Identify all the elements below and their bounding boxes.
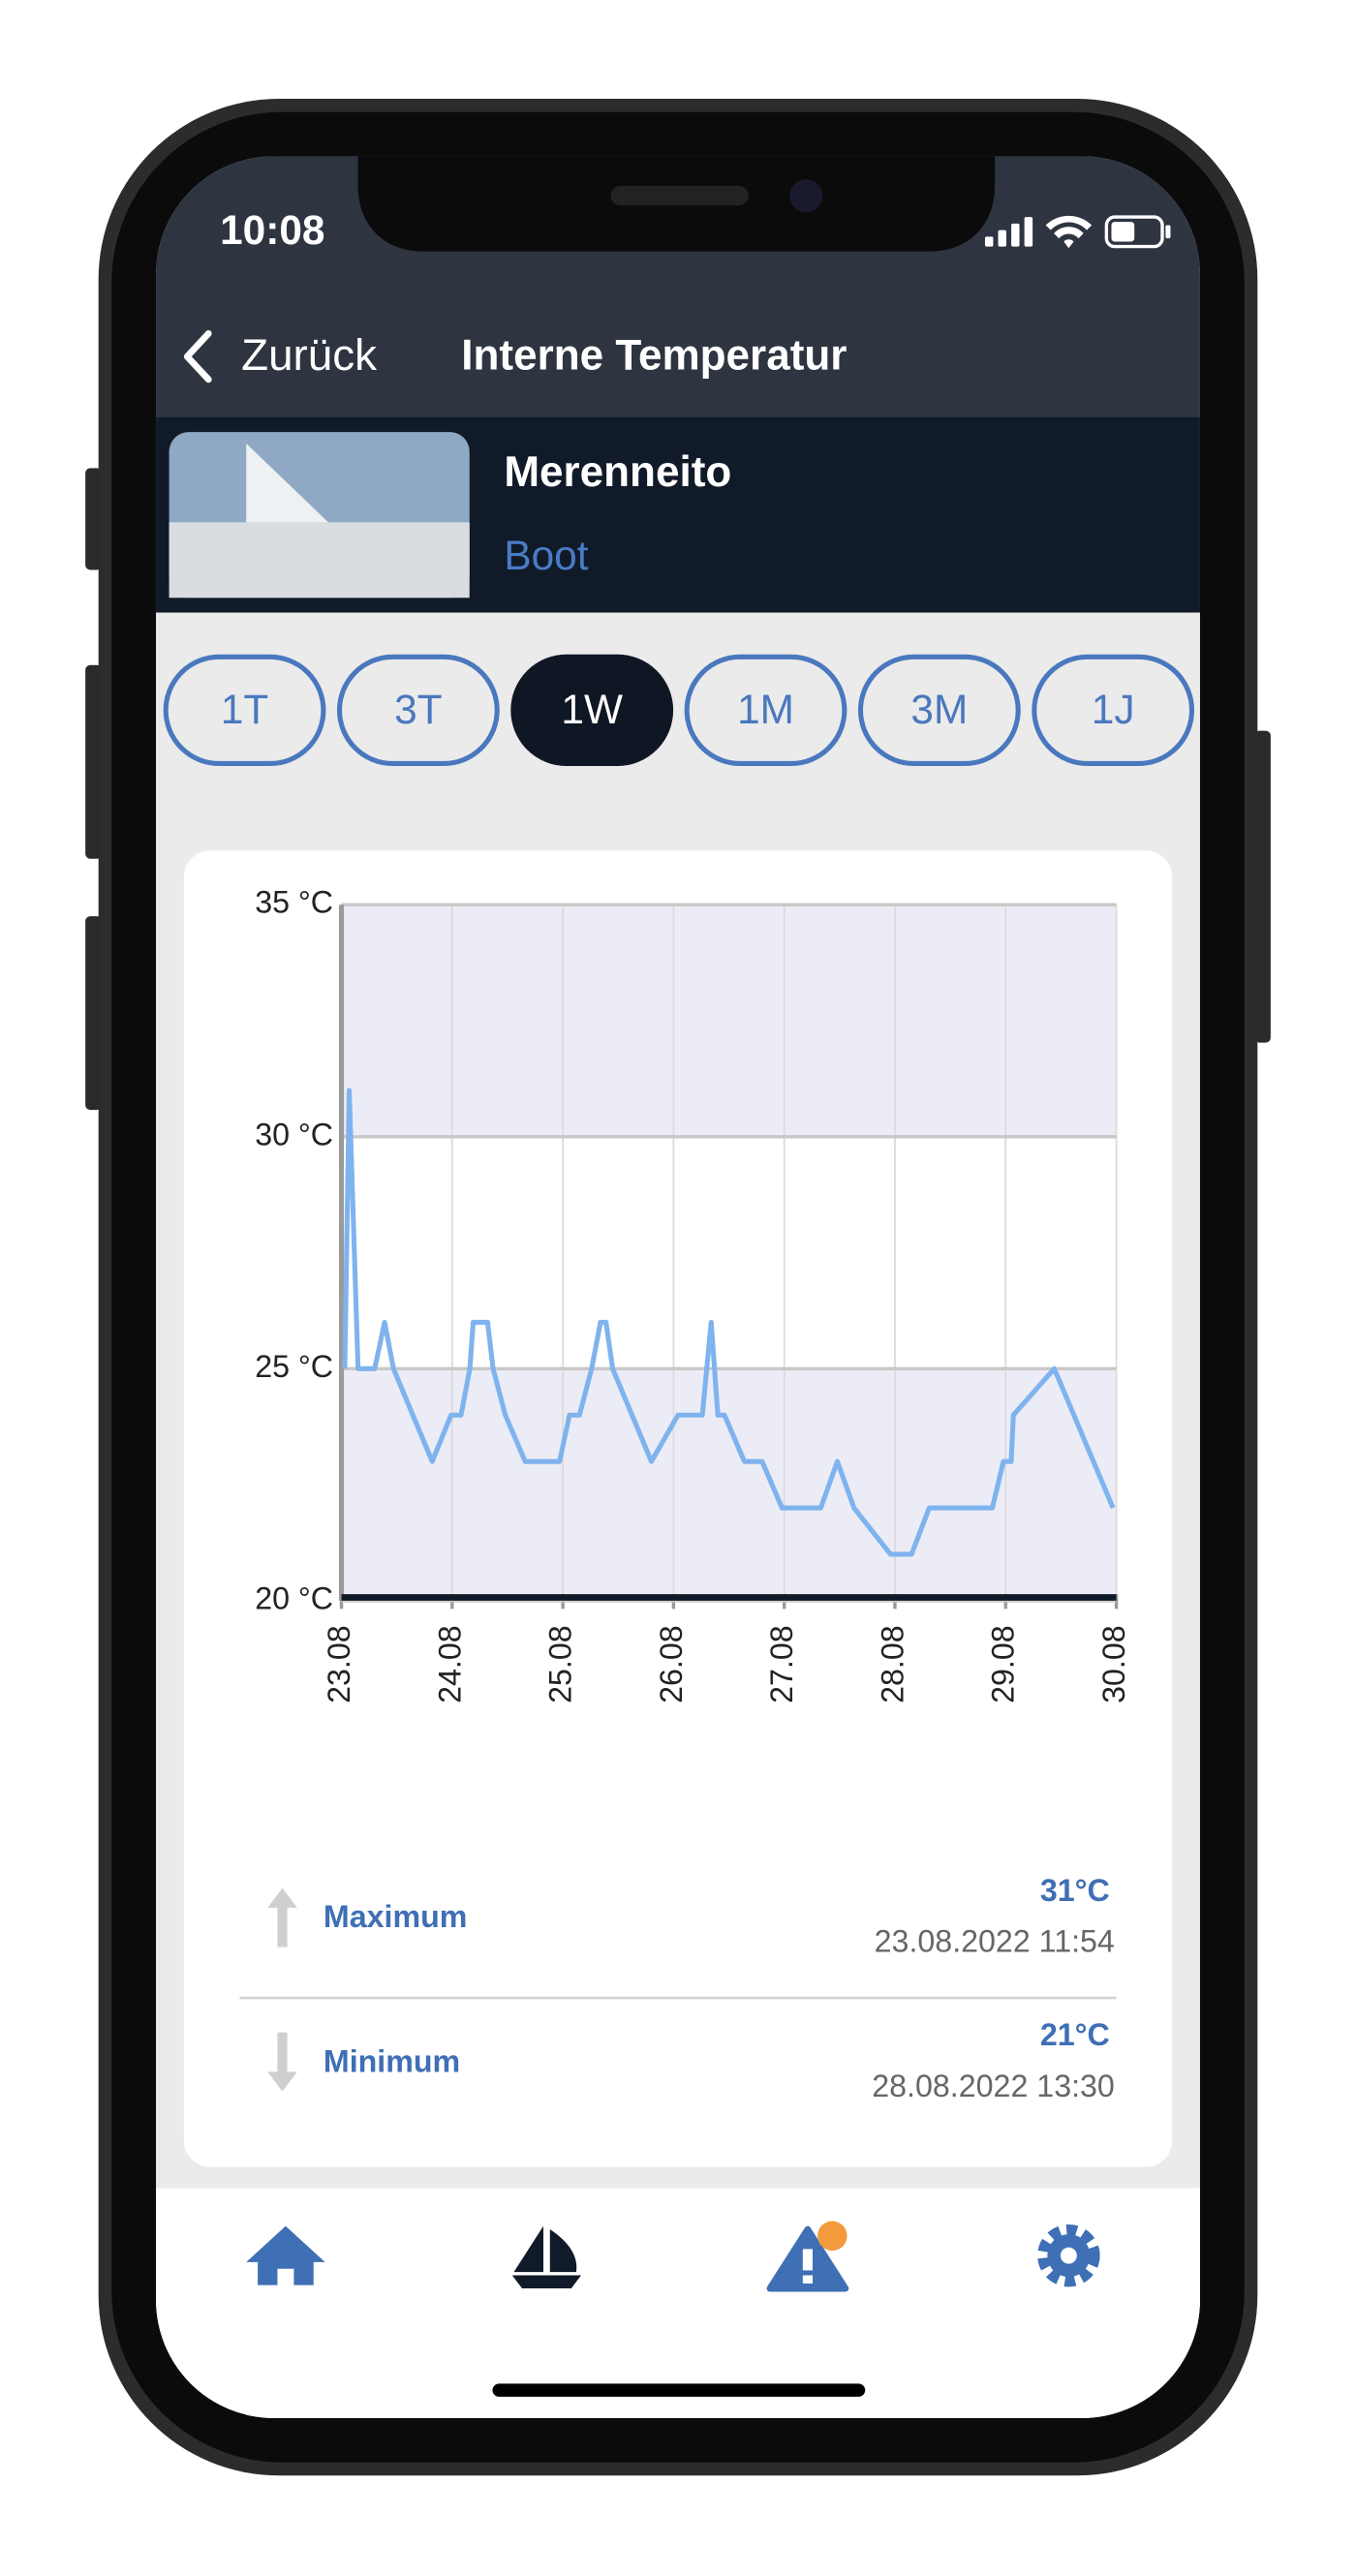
camera <box>789 179 823 212</box>
range-button-bg <box>684 654 848 767</box>
range-button[interactable]: 1M <box>684 654 848 767</box>
stat-label: Maximum <box>324 1899 467 1934</box>
boat-type: Boot <box>504 533 588 578</box>
range-label: 1M <box>737 687 794 732</box>
stat-time: 28.08.2022 13:30 <box>872 2069 1115 2103</box>
stat-value: 21°C <box>1040 2017 1110 2052</box>
x-tick-label: 24.08 <box>432 1625 467 1703</box>
x-tick-label: 29.08 <box>986 1625 1021 1703</box>
tab-alerts[interactable] <box>766 2221 849 2292</box>
speaker <box>610 185 749 206</box>
y-tick-label: 30 °C <box>255 1117 333 1151</box>
range-button[interactable]: 1T <box>163 654 326 767</box>
home-indicator <box>492 2383 866 2397</box>
range-label: 1T <box>221 687 268 732</box>
boat-name: Merenneito <box>504 448 731 496</box>
boat-photo-hull <box>169 522 470 598</box>
tab-bar <box>156 2188 1200 2418</box>
range-button[interactable]: 1W <box>510 654 674 767</box>
y-tick-label: 20 °C <box>255 1580 333 1615</box>
status-icons <box>984 215 1171 249</box>
temperature-line <box>342 1088 1116 1557</box>
tab-home[interactable] <box>246 2225 325 2285</box>
range-button-bg <box>1032 654 1195 767</box>
stat-time: 23.08.2022 11:54 <box>875 1924 1115 1959</box>
min-icon <box>267 2032 297 2092</box>
tab-settings[interactable] <box>1037 2223 1100 2287</box>
range-button-bg <box>336 654 500 767</box>
range-label: 1J <box>1092 687 1135 732</box>
range-button-bg <box>163 654 326 767</box>
back-button[interactable]: Zurück <box>241 330 377 380</box>
side-button <box>85 468 103 570</box>
range-button-bg <box>857 654 1021 767</box>
stat-label: Minimum <box>324 2043 460 2078</box>
range-button[interactable]: 3M <box>857 654 1021 767</box>
x-tick-label: 28.08 <box>875 1625 909 1703</box>
x-tick-label: 23.08 <box>322 1625 356 1703</box>
stat-value: 31°C <box>1040 1873 1110 1908</box>
range-button[interactable]: 1J <box>1032 654 1195 767</box>
status-time: 10:08 <box>220 207 324 253</box>
range-label: 3M <box>910 687 968 732</box>
shaded-range <box>341 1368 1117 1601</box>
x-tick-label: 26.08 <box>654 1625 689 1703</box>
shaded-range <box>341 905 1117 1137</box>
page-title: Interne Temperatur <box>461 331 847 379</box>
x-tick-label: 27.08 <box>764 1625 799 1703</box>
range-button[interactable]: 3T <box>336 654 500 767</box>
side-button <box>85 916 103 1111</box>
y-tick-label: 25 °C <box>255 1349 333 1384</box>
range-button-bg <box>510 654 674 767</box>
x-tick-label: 30.08 <box>1096 1625 1131 1703</box>
x-tick-label: 25.08 <box>543 1625 578 1703</box>
screen <box>156 156 1200 2418</box>
y-tick-label: 35 °C <box>255 885 333 920</box>
max-icon <box>267 1887 297 1947</box>
range-label: 1W <box>561 687 623 732</box>
range-label: 3T <box>394 687 442 732</box>
back-arrow[interactable] <box>183 330 212 383</box>
tab-boat[interactable] <box>511 2225 581 2289</box>
side-button <box>85 664 103 859</box>
side-button <box>1253 730 1271 1043</box>
